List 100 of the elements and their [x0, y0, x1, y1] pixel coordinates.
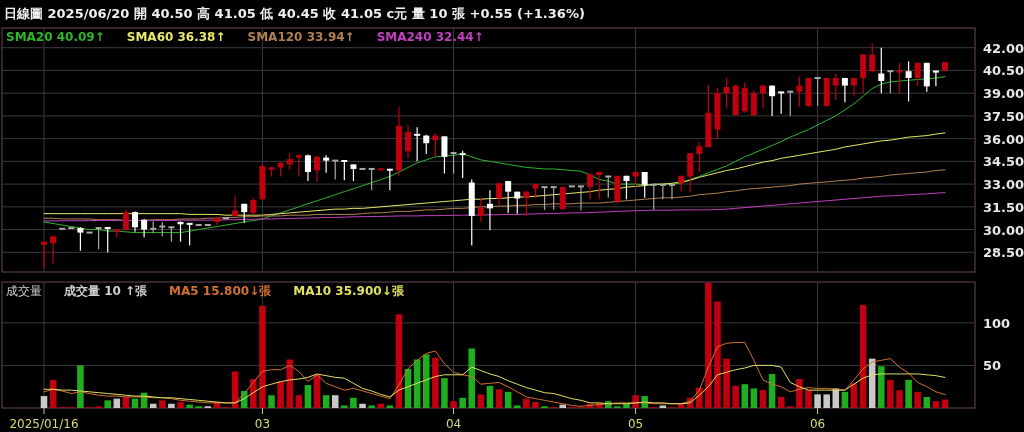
bar [823, 394, 830, 408]
candlestick [77, 226, 84, 252]
text: SMA240 32.44↑ [376, 30, 484, 44]
bar [450, 401, 457, 408]
y-tick-label: 100 [983, 315, 1011, 331]
candlestick [50, 235, 57, 265]
bar [659, 405, 667, 408]
candlestick [523, 190, 530, 217]
line-series [43, 364, 946, 405]
candlestick [95, 226, 102, 250]
candlestick [577, 185, 584, 212]
candlestick [414, 126, 421, 162]
candlestick [314, 155, 321, 183]
x-tick-label: 2025/01/16 [9, 417, 79, 431]
bar [377, 403, 385, 408]
bar [941, 399, 949, 408]
bar [268, 395, 275, 408]
text: 成交量 10 ↑張 [63, 284, 149, 298]
line-series [43, 341, 946, 407]
bar [532, 402, 539, 408]
candlestick [841, 77, 848, 103]
candlestick [559, 185, 566, 211]
text: MA5 15.800↓張 [169, 284, 273, 298]
bar [186, 404, 193, 408]
candlestick [650, 183, 657, 211]
bar [932, 401, 940, 408]
bar [422, 354, 430, 408]
bar [168, 403, 175, 408]
bar [841, 391, 849, 408]
candlestick [696, 141, 703, 173]
candlestick [678, 175, 685, 193]
candlestick [41, 241, 47, 269]
bar [523, 398, 530, 408]
candlestick [132, 210, 139, 233]
bar [477, 394, 485, 408]
bar [741, 384, 749, 408]
bar [923, 396, 931, 408]
x-tick-label: 05 [627, 417, 644, 431]
y-tick-label: 37.50 [983, 108, 1024, 124]
candlestick [687, 152, 694, 194]
bar [40, 396, 48, 408]
bar [814, 394, 821, 408]
candlestick [450, 152, 457, 175]
candlestick [368, 167, 375, 191]
y-tick-label: 40.50 [983, 63, 1024, 79]
bar [441, 378, 448, 408]
bar [432, 357, 439, 408]
bar [286, 359, 293, 408]
candlestick [878, 47, 885, 94]
candlestick [796, 75, 803, 108]
bar [350, 397, 357, 408]
candlestick [423, 134, 430, 155]
bar [468, 348, 476, 408]
bar [504, 391, 512, 408]
bar [77, 365, 84, 408]
chart-title: 日線圖 2025/06/20 開 40.50 高 41.05 低 40.45 收 41.05 c元 量 10 張 +0.55 (+1.36%) [4, 6, 585, 21]
bar [905, 379, 912, 408]
candlestick [332, 159, 339, 181]
bar [896, 390, 903, 408]
candlestick [541, 186, 548, 211]
bar [159, 400, 166, 408]
candlestick [596, 171, 603, 200]
candlestick [869, 42, 876, 73]
x-tick-label: 03 [254, 417, 271, 431]
candlestick [323, 154, 330, 174]
bar [277, 381, 284, 408]
candlestick [304, 153, 311, 182]
bar [623, 403, 630, 408]
bar [486, 385, 494, 408]
y-tick-label: 34.50 [983, 154, 1024, 170]
candlestick [505, 180, 512, 214]
text: SMA60 36.38↑ [126, 30, 226, 44]
candlestick [186, 222, 193, 247]
bar [777, 396, 785, 408]
bar [459, 397, 466, 408]
bar [259, 305, 266, 408]
y-tick-label: 39.00 [983, 86, 1024, 102]
bar [705, 282, 712, 408]
candlestick [232, 195, 239, 218]
candlestick [905, 60, 912, 103]
bar [341, 405, 348, 408]
bar [513, 405, 521, 408]
candlestick [122, 209, 129, 232]
candlestick [341, 159, 348, 181]
y-tick-label: 36.00 [983, 131, 1024, 147]
candlestick [723, 77, 730, 109]
bar [386, 405, 394, 408]
candlestick [860, 53, 867, 94]
candlestick [605, 175, 612, 199]
bar [304, 385, 312, 408]
bar [714, 301, 721, 408]
candlestick [104, 226, 111, 253]
candlestick [405, 124, 412, 159]
text: SMA120 33.94↑ [247, 30, 355, 44]
candlestick [850, 77, 857, 97]
bar [295, 395, 303, 408]
candlestick [587, 172, 594, 200]
candlestick [659, 183, 666, 200]
bar [887, 379, 894, 408]
chart-title: 成交量 [6, 284, 42, 298]
